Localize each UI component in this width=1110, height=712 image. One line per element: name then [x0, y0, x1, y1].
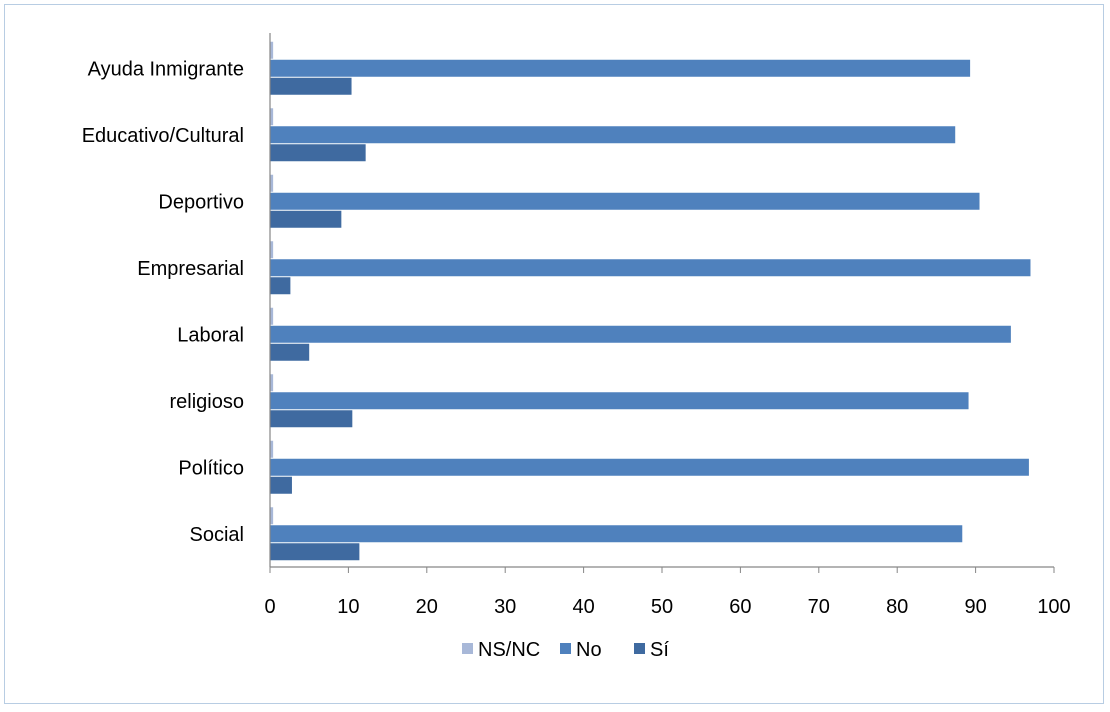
x-tick-label: 90 — [964, 596, 986, 618]
bar-ns-nc-0 — [270, 41, 274, 59]
x-tick-label: 60 — [729, 596, 751, 618]
bar-no-1 — [270, 126, 956, 144]
x-tick-label: 30 — [494, 596, 516, 618]
bar-ns-nc-5 — [270, 374, 274, 392]
x-tick-label: 20 — [416, 596, 438, 618]
bar-s--6 — [270, 476, 292, 494]
x-tick-label: 0 — [264, 596, 275, 618]
category-label: Político — [178, 457, 244, 479]
x-tick-label: 10 — [337, 596, 359, 618]
legend: NS/NC No Sí — [462, 639, 669, 661]
bar-ns-nc-2 — [270, 174, 274, 192]
bar-no-6 — [270, 458, 1029, 476]
category-label: Deportivo — [158, 191, 244, 213]
axis-layer — [269, 33, 1055, 573]
bar-no-7 — [270, 525, 963, 543]
bar-ns-nc-3 — [270, 241, 274, 259]
category-label: Laboral — [177, 324, 244, 346]
legend-swatch — [560, 643, 571, 654]
x-tick-label: 40 — [572, 596, 594, 618]
category-label: Ayuda Inmigrante — [88, 58, 244, 80]
legend-label: No — [576, 639, 602, 661]
x-tick-label: 70 — [808, 596, 830, 618]
bar-s--7 — [270, 543, 360, 561]
bar-s--4 — [270, 343, 310, 361]
chart-frame — [4, 4, 1104, 704]
bar-no-5 — [270, 392, 969, 410]
x-tick-label: 50 — [651, 596, 673, 618]
bars-layer — [270, 41, 1031, 561]
category-label: Empresarial — [137, 258, 244, 280]
bar-s--2 — [270, 210, 342, 228]
bar-s--0 — [270, 77, 352, 95]
bar-ns-nc-1 — [270, 108, 274, 126]
bar-no-0 — [270, 59, 971, 77]
bar-ns-nc-7 — [270, 507, 274, 525]
x-tick-label: 100 — [1037, 596, 1070, 618]
category-label: religioso — [170, 391, 244, 413]
category-label: Social — [190, 524, 244, 546]
legend-label: Sí — [650, 639, 669, 661]
x-tick-label: 80 — [886, 596, 908, 618]
bar-s--5 — [270, 410, 353, 428]
bar-no-3 — [270, 259, 1031, 277]
bar-no-2 — [270, 192, 980, 210]
legend-swatch — [462, 643, 473, 654]
legend-swatch — [634, 643, 645, 654]
labels-layer: Ayuda Inmigrante Educativo/Cultural Deport… — [82, 58, 1071, 618]
bar-ns-nc-6 — [270, 440, 274, 458]
bar-ns-nc-4 — [270, 307, 274, 325]
category-label: Educativo/Cultural — [82, 125, 244, 147]
bar-s--1 — [270, 144, 366, 162]
legend-label: NS/NC — [478, 639, 540, 661]
bar-no-4 — [270, 325, 1011, 343]
bar-s--3 — [270, 277, 291, 295]
